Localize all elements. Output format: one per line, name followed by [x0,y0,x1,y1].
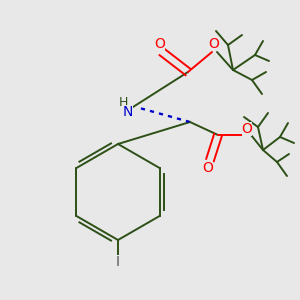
Text: O: O [202,161,213,175]
Text: O: O [154,37,165,51]
Text: O: O [242,122,252,136]
Text: I: I [116,255,120,269]
Text: H: H [118,95,128,109]
Text: O: O [208,37,219,51]
Text: N: N [123,105,133,119]
